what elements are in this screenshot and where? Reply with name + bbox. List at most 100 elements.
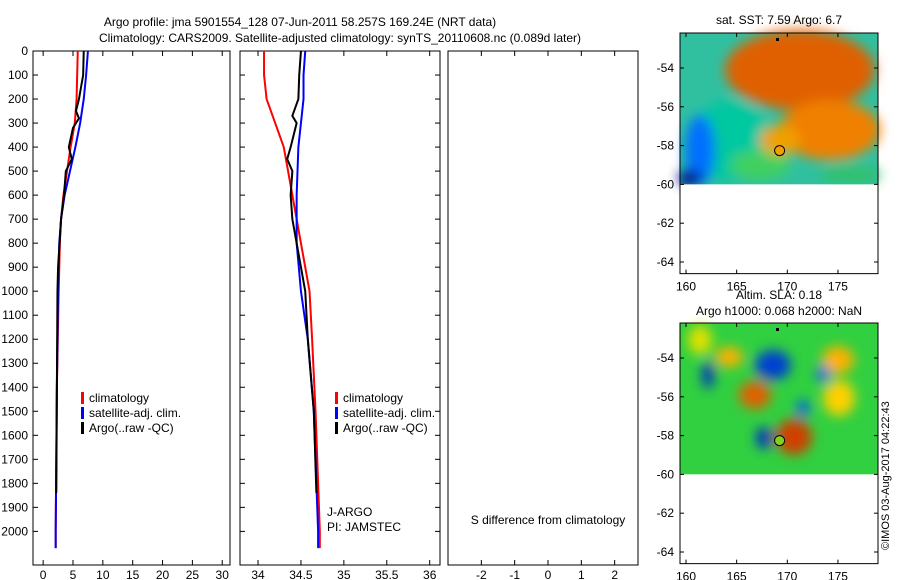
map-feature <box>678 170 702 186</box>
y-tick-label: 400 <box>8 140 28 154</box>
y-tick-label: 1300 <box>1 356 28 370</box>
lat-tick-label: -60 <box>657 467 675 481</box>
map-sst-title: sat. SST: 7.59 Argo: 6.7 <box>716 13 842 27</box>
map-feature <box>688 325 712 355</box>
x-tick-label: 30 <box>216 568 230 580</box>
map-field-features <box>688 325 855 455</box>
map-frame <box>679 322 879 565</box>
map-0: 160 165 170 175 -54 -56 -58 -60 -62 -64 <box>657 30 880 294</box>
x-tick-label: 25 <box>186 568 200 580</box>
lon-tick-label: 175 <box>828 280 848 294</box>
y-tick-label: 300 <box>8 116 28 130</box>
lon-tick-label: 165 <box>727 570 747 580</box>
plot-frame <box>32 50 231 566</box>
map-sla-subtitle: Argo h1000: 0.068 h2000: NaN <box>696 304 862 318</box>
x2-axis-label: S difference from climatology <box>471 513 626 527</box>
lon-tick-label: 160 <box>676 280 696 294</box>
x-tick-label: 0 <box>545 568 552 580</box>
y-tick-label: 2000 <box>1 524 28 538</box>
x-tick-label: 34.5 <box>289 568 313 580</box>
map-feature <box>725 30 875 110</box>
x-tick-label: 20 <box>156 568 170 580</box>
legend-label: climatology <box>343 391 403 405</box>
y-tick-label: 1400 <box>1 380 28 394</box>
x-tick-label: -1 <box>509 568 520 580</box>
y-tick-label: 1200 <box>1 332 28 346</box>
panel-sal: 3434.53535.536salinityclimatologysatelli… <box>239 50 441 580</box>
y-tick-label: 800 <box>8 236 28 250</box>
lon-tick-label: 170 <box>777 280 797 294</box>
lat-tick-label: -64 <box>657 255 675 269</box>
x-tick-label: 35 <box>337 568 351 580</box>
y-tick-label: 1800 <box>1 476 28 490</box>
plot-frame <box>239 50 441 566</box>
y-tick-label: 500 <box>8 164 28 178</box>
series-line-argo-raw-qc- <box>55 50 85 493</box>
y-tick-label: 1500 <box>1 404 28 418</box>
y-tick-label: 100 <box>8 68 28 82</box>
y-tick-label: 1100 <box>2 308 28 322</box>
float-position-marker <box>774 435 786 447</box>
lat-tick-label: -58 <box>657 139 675 153</box>
map-feature <box>715 347 743 367</box>
y-tick-label: 1600 <box>1 428 28 442</box>
map-feature <box>797 400 809 416</box>
map-feature <box>756 427 772 449</box>
legend-label: Argo(..raw -QC) <box>343 421 428 435</box>
map-sla-title: Altim. SLA: 0.18 <box>736 288 822 302</box>
map-feature <box>739 381 771 409</box>
legend-swatch <box>335 392 338 404</box>
y-tick-label: 0 <box>21 44 28 58</box>
legend-swatch <box>81 407 84 419</box>
map-feature <box>780 100 880 160</box>
annotation-text: PI: JAMSTEC <box>327 520 401 534</box>
panel-temp: 051015202530temperature (deg C)010020030… <box>1 44 231 580</box>
series-line-satellite-adj-clim- <box>54 50 89 549</box>
x-tick-label: 5 <box>70 568 77 580</box>
legend-swatch <box>335 407 338 419</box>
float-position-marker <box>774 145 786 157</box>
map-feature <box>817 366 829 382</box>
plot-frame <box>447 50 639 566</box>
legend-swatch <box>335 422 338 434</box>
lon-tick-label: 160 <box>676 570 696 580</box>
x-tick-label: -2 <box>476 568 487 580</box>
title-line-2: Climatology: CARS2009. Satellite-adjuste… <box>99 31 581 45</box>
y-tick-label: 700 <box>8 212 28 226</box>
lat-tick-label: -60 <box>657 177 675 191</box>
map-marker <box>776 328 779 331</box>
map-1: 160 165 170 175 -54 -56 -58 -60 -62 -64 <box>657 322 879 580</box>
lat-tick-label: -62 <box>657 506 675 520</box>
map-no-data <box>680 184 878 274</box>
lat-tick-label: -58 <box>657 429 675 443</box>
x-tick-label: 10 <box>96 568 110 580</box>
lon-tick-label: 170 <box>777 570 797 580</box>
y-tick-label: 1000 <box>1 284 28 298</box>
legend-swatch <box>81 422 84 434</box>
annotation-text: J-ARGO <box>327 505 372 519</box>
lat-tick-label: -54 <box>657 351 675 365</box>
lat-tick-label: -56 <box>657 100 675 114</box>
map-feature <box>820 165 880 185</box>
y-tick-label: 200 <box>8 92 28 106</box>
map-field-features <box>678 30 880 186</box>
legend-swatch <box>81 392 84 404</box>
series-line-argo-raw-qc- <box>286 50 318 493</box>
lat-tick-label: -62 <box>657 216 675 230</box>
map-feature <box>760 125 800 155</box>
x-tick-label: 36 <box>423 568 437 580</box>
map-frame <box>679 32 879 275</box>
lon-tick-label: 165 <box>727 280 747 294</box>
x-tick-label: 2 <box>611 568 618 580</box>
map-feature <box>702 361 714 389</box>
x-tick-label: 15 <box>126 568 140 580</box>
panel-diff: -2-1012T difference from climatology <box>447 50 639 580</box>
legend-label: satellite-adj. clim. <box>89 406 181 420</box>
map-feature <box>685 115 715 185</box>
map-marker <box>776 38 779 41</box>
x-tick-label: 34 <box>251 568 265 580</box>
title-line-1: Argo profile: jma 5901554_128 07-Jun-201… <box>104 15 496 29</box>
y-tick-label: 1700 <box>1 452 28 466</box>
legend-label: satellite-adj. clim. <box>343 406 435 420</box>
